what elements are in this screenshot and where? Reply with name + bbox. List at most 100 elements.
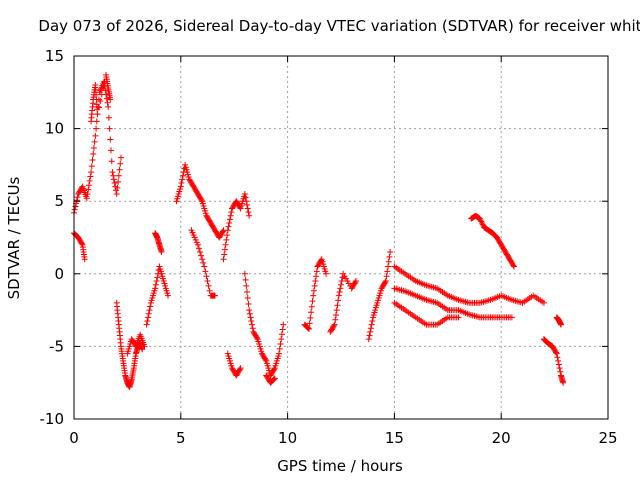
data-point xyxy=(305,325,312,332)
series-end-up xyxy=(553,314,565,328)
data-point xyxy=(92,132,99,139)
data-point xyxy=(86,177,93,184)
series-dip-c xyxy=(224,350,244,379)
data-point xyxy=(309,298,316,305)
data-point xyxy=(111,180,118,187)
data-point xyxy=(211,292,218,299)
data-point xyxy=(249,321,255,328)
data-point xyxy=(114,184,121,191)
data-point xyxy=(204,278,211,285)
data-point xyxy=(385,258,392,265)
data-point xyxy=(262,356,269,363)
data-point xyxy=(104,99,111,106)
data-point xyxy=(179,172,186,179)
series-arc xyxy=(468,212,518,270)
grid xyxy=(74,56,608,419)
x-tick-label: 20 xyxy=(492,429,511,447)
data-point xyxy=(276,350,283,357)
series-rise-b xyxy=(152,230,165,256)
data-point xyxy=(308,303,315,310)
data-point xyxy=(245,209,252,216)
data-point xyxy=(311,282,318,289)
x-tick-label: 5 xyxy=(176,429,186,447)
data-point xyxy=(310,292,317,299)
data-point xyxy=(177,183,184,190)
data-point xyxy=(94,111,101,118)
data-point xyxy=(271,376,278,383)
data-point xyxy=(553,350,560,357)
series-late-e xyxy=(365,249,394,343)
data-point xyxy=(338,278,345,285)
data-point xyxy=(245,301,252,308)
y-tick-label: 10 xyxy=(45,120,64,138)
data-point xyxy=(90,151,97,158)
data-point xyxy=(280,321,287,328)
data-point xyxy=(89,157,96,164)
data-point xyxy=(105,103,112,110)
data-point xyxy=(244,295,251,301)
data-point xyxy=(228,209,235,216)
data-point xyxy=(279,326,286,333)
data-point xyxy=(90,144,97,151)
data-point xyxy=(236,366,243,373)
data-points xyxy=(71,71,567,391)
axis-ticks xyxy=(73,55,609,420)
data-point xyxy=(224,227,231,234)
data-point xyxy=(243,282,250,289)
data-point xyxy=(246,212,253,219)
data-point xyxy=(106,125,113,132)
y-tick-label: 0 xyxy=(54,265,64,283)
data-point xyxy=(540,299,547,306)
data-point xyxy=(195,245,202,252)
data-point xyxy=(313,268,320,275)
data-point xyxy=(476,215,483,222)
data-point xyxy=(241,190,248,197)
data-point xyxy=(179,176,186,183)
data-point xyxy=(334,302,341,309)
data-point xyxy=(221,246,228,253)
data-point xyxy=(110,172,117,179)
data-point xyxy=(383,273,390,280)
data-point xyxy=(331,321,338,328)
axis-tick-labels: 0 5 10 15 20 25 -10 -5 0 5 10 15 xyxy=(40,47,618,447)
data-point xyxy=(478,219,485,226)
x-tick-label: 0 xyxy=(69,429,79,447)
data-point xyxy=(558,321,565,328)
data-point xyxy=(221,251,228,258)
data-point xyxy=(555,357,562,364)
data-point xyxy=(387,249,394,256)
data-point xyxy=(510,262,517,269)
data-point xyxy=(81,256,88,263)
data-point xyxy=(107,96,114,103)
data-point xyxy=(205,282,212,289)
data-point xyxy=(146,307,153,314)
x-tick-label: 25 xyxy=(598,429,617,447)
y-tick-label: -5 xyxy=(49,337,64,355)
y-axis-label: SDTVAR / TECUs xyxy=(5,176,23,299)
series-peak-spike xyxy=(88,71,114,125)
data-point xyxy=(337,285,344,292)
data-point xyxy=(478,218,485,225)
series-rise-a xyxy=(143,263,171,328)
data-point xyxy=(246,310,253,317)
data-point xyxy=(85,186,92,193)
data-point xyxy=(226,216,233,223)
data-point xyxy=(236,204,243,211)
data-point xyxy=(98,91,105,98)
data-point xyxy=(332,316,339,323)
data-point xyxy=(103,95,110,102)
series-mid-lower xyxy=(188,227,218,299)
data-point xyxy=(271,366,278,373)
data-point xyxy=(323,270,330,277)
data-point xyxy=(382,278,389,285)
data-point xyxy=(226,219,233,226)
data-point xyxy=(365,336,372,343)
data-point xyxy=(310,287,317,294)
data-point xyxy=(352,278,359,285)
data-point xyxy=(278,331,285,338)
data-point xyxy=(108,147,115,154)
data-point xyxy=(241,270,248,277)
data-point xyxy=(178,180,185,187)
data-point xyxy=(200,259,207,266)
